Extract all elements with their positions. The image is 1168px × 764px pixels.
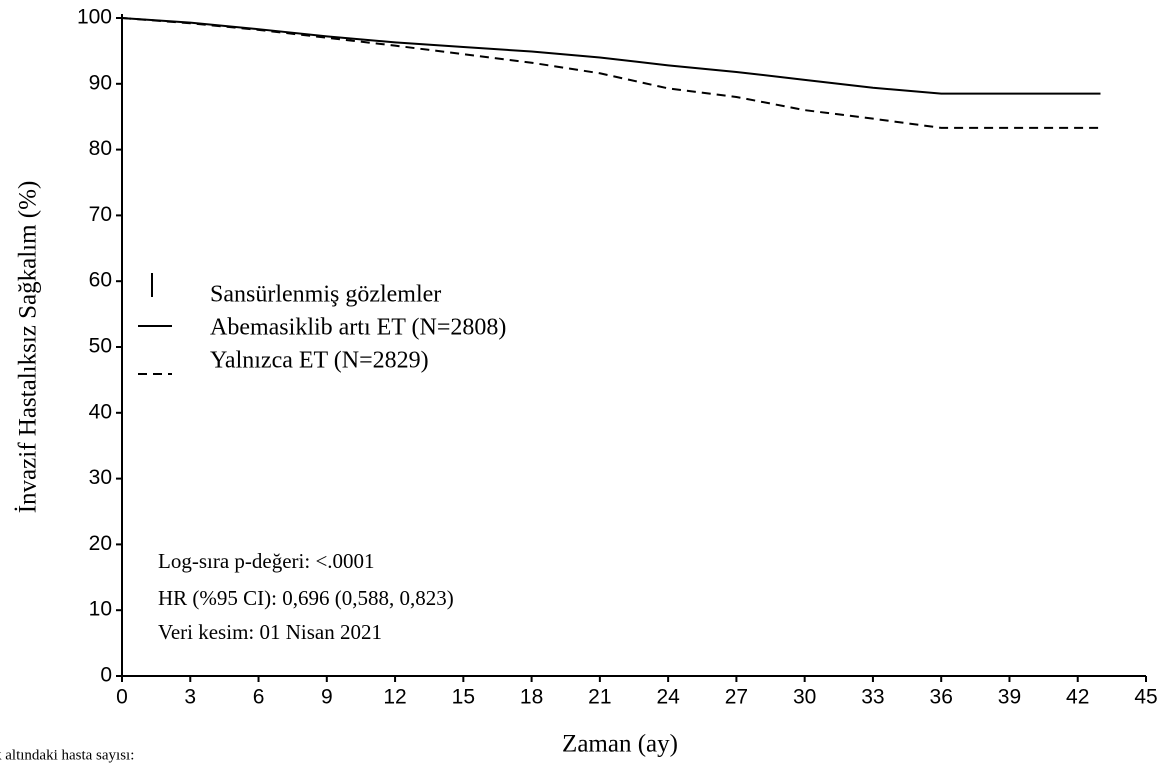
x-tick-label: 36 — [930, 686, 953, 709]
y-tick-label: 10 — [89, 598, 112, 621]
x-tick-label: 33 — [861, 686, 884, 709]
survival-line — [121, 17, 1101, 95]
x-tick-label: 6 — [253, 686, 265, 709]
y-tick-label: 60 — [89, 269, 112, 292]
y-tick-label: 90 — [89, 71, 112, 94]
x-tick-label: 18 — [520, 686, 543, 709]
y-tick-label: 100 — [77, 6, 112, 29]
annotation: Log-sıra p-değeri: <.0001 — [158, 549, 375, 573]
x-tick-label: 21 — [588, 686, 611, 709]
y-tick-label: 40 — [89, 400, 112, 423]
y-tick-label: 80 — [89, 137, 112, 160]
x-tick-label: 39 — [998, 686, 1021, 709]
y-tick-label: 30 — [89, 466, 112, 489]
y-tick-label: 20 — [89, 532, 112, 555]
x-tick-label: 15 — [452, 686, 475, 709]
y-tick-label: 0 — [100, 664, 112, 687]
x-tick-label: 30 — [793, 686, 816, 709]
y-axis-label: İnvazif Hastalıksız Sağkalım (%) — [15, 181, 42, 514]
x-tick-label: 27 — [725, 686, 748, 709]
annotation: HR (%95 CI): 0,696 (0,588, 0,823) — [158, 586, 454, 610]
x-tick-label: 24 — [656, 686, 680, 709]
x-tick-label: 42 — [1066, 686, 1089, 709]
annotation: Veri kesim: 01 Nisan 2021 — [158, 620, 382, 644]
legend-label: Yalnızca ET (N=2829) — [210, 348, 429, 374]
legend-label: Abemasiklib artı ET (N=2808) — [210, 315, 506, 341]
x-axis-label: Zaman (ay) — [562, 731, 678, 758]
x-tick-label: 12 — [383, 686, 406, 709]
survival-line — [121, 17, 1101, 129]
x-tick-label: 45 — [1134, 686, 1157, 709]
y-tick-label: 50 — [89, 335, 112, 358]
x-tick-label: 3 — [184, 686, 196, 709]
y-tick-label: 70 — [89, 203, 112, 226]
x-tick-label: 9 — [321, 686, 333, 709]
legend-censored: Sansürlenmiş gözlemler — [210, 282, 441, 308]
footer: k altındaki hasta sayısı: — [0, 747, 134, 763]
x-tick-label: 0 — [116, 686, 128, 709]
